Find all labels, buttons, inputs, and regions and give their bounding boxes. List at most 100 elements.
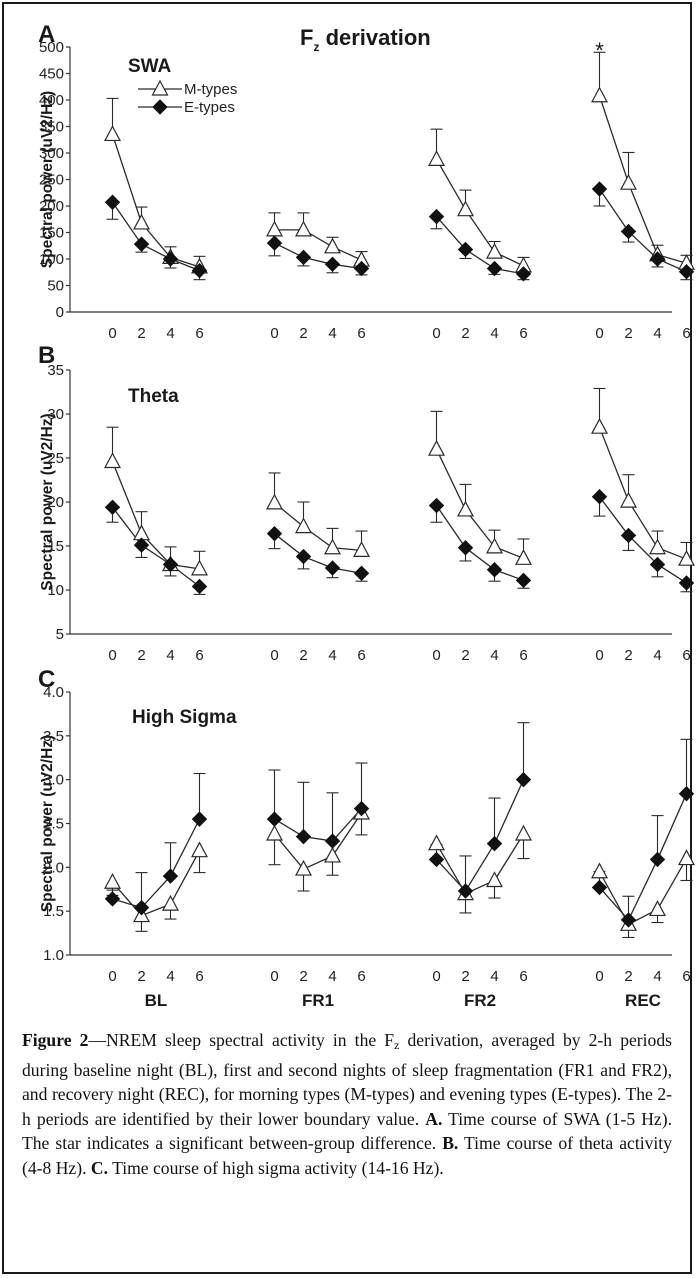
caption-b-label: B. (442, 1133, 459, 1153)
e-types-line (598, 188, 687, 273)
legend-m-label: M-types (184, 81, 237, 98)
caption-fig-label: Figure 2 (22, 1030, 89, 1050)
e-types-point (428, 208, 445, 225)
m-types-point (427, 150, 446, 166)
m-types-point (352, 541, 371, 558)
significance-star: * (595, 38, 604, 63)
e-types-point (191, 262, 208, 279)
e-types-point (457, 540, 474, 556)
y-axis-label: Spectral power (uV2/Hz) (39, 735, 56, 912)
caption-c-text: Time course of high sigma activity (14-1… (108, 1157, 444, 1178)
m-types-point (456, 500, 475, 517)
m-types-line (435, 159, 524, 267)
m-types-point (294, 517, 313, 534)
legend-m-marker (151, 79, 169, 96)
e-types-line (111, 506, 200, 587)
m-types-point (590, 417, 609, 434)
e-types-point (295, 548, 312, 565)
panel-letter: C (38, 666, 55, 693)
e-types-point (162, 868, 179, 884)
m-types-point (485, 537, 504, 554)
x-tick-label: 0 (595, 968, 603, 985)
y-tick-label: 50 (47, 278, 64, 295)
e-types-point (191, 578, 208, 595)
x-tick-label: 6 (357, 968, 365, 985)
x-tick-label: 6 (519, 968, 527, 985)
m-types-point (427, 439, 446, 456)
panel-title: SWA (128, 56, 172, 77)
m-types-point (514, 824, 533, 841)
y-tick-label: 35 (47, 362, 64, 379)
x-tick-label: 6 (682, 325, 690, 342)
m-types-point (619, 173, 638, 190)
e-types-point (457, 241, 474, 258)
m-types-point (103, 125, 122, 142)
e-types-line (111, 201, 200, 272)
m-types-line (598, 426, 687, 560)
e-types-point (266, 235, 283, 251)
panel-title: Theta (128, 386, 179, 407)
m-types-point (323, 237, 342, 254)
e-types-line (599, 793, 688, 922)
e-types-point (486, 835, 503, 852)
figure-caption: Figure 2—NREM sleep spectral activity in… (22, 1028, 672, 1180)
x-tick-label: 0 (270, 325, 278, 342)
y-tick-label: 0 (56, 304, 64, 321)
x-tick-label: 2 (137, 647, 145, 664)
m-types-point (294, 220, 313, 237)
m-types-point (103, 872, 122, 889)
y-tick-label: 250 (39, 172, 64, 189)
x-tick-label: 4 (328, 647, 336, 664)
e-types-line (274, 808, 362, 842)
m-types-line (274, 502, 362, 552)
x-tick-label: 6 (195, 325, 203, 342)
x-tick-label: 6 (519, 325, 527, 342)
x-tick-label: 0 (595, 325, 603, 342)
e-types-point (620, 223, 637, 240)
y-tick-label: 15 (47, 538, 64, 555)
y-tick-label: 30 (47, 406, 64, 423)
x-tick-label: 4 (490, 968, 498, 985)
m-types-point (265, 220, 284, 237)
x-tick-label: 2 (299, 325, 307, 342)
m-types-line (435, 448, 524, 559)
e-types-point (324, 256, 341, 273)
e-types-point (295, 828, 312, 845)
y-tick-label: 100 (39, 251, 64, 268)
e-types-point (678, 575, 695, 591)
e-types-line (436, 216, 524, 275)
y-axis-label: Spectral power (uV2/Hz) (39, 91, 56, 268)
x-tick-label: 2 (624, 968, 632, 985)
m-types-point (485, 242, 504, 259)
e-types-point (486, 562, 503, 578)
legend-e-marker (152, 99, 168, 115)
caption-text-2: derivation, averaged by 2-h periods duri… (22, 1030, 672, 1129)
m-types-point (103, 452, 122, 469)
e-types-point (133, 537, 150, 553)
e-types-point (104, 499, 121, 515)
y-tick-label: 200 (39, 198, 64, 215)
x-tick-label: 0 (432, 968, 440, 985)
y-tick-label: 450 (39, 66, 64, 83)
y-tick-label: 400 (39, 92, 64, 109)
x-tick-label: 2 (137, 968, 145, 985)
e-types-point (649, 556, 666, 573)
y-tick-label: 2.0 (43, 859, 64, 876)
m-types-point (323, 538, 342, 555)
e-types-point (678, 264, 695, 280)
m-types-point (190, 559, 209, 576)
m-types-line (435, 833, 525, 895)
y-tick-label: 300 (39, 145, 64, 162)
m-types-point (677, 849, 696, 866)
m-types-point (485, 871, 504, 888)
x-tick-label: 2 (137, 325, 145, 342)
x-tick-label: 4 (653, 968, 661, 985)
x-tick-label: 4 (328, 968, 336, 985)
m-types-point (514, 549, 533, 565)
y-tick-label: 20 (47, 494, 64, 511)
e-types-point (457, 883, 474, 899)
figure-title: Fz derivation (300, 25, 431, 54)
x-tick-label: 4 (328, 325, 336, 342)
